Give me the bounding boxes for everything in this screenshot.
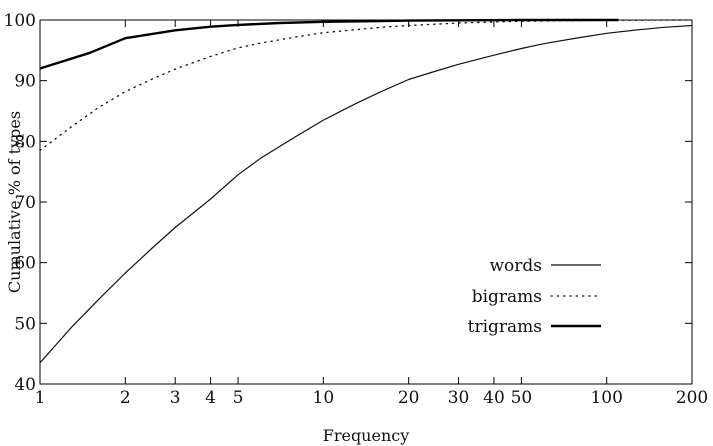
y-axis-title: Cumulative % of types [5,111,24,293]
y-tick-label: 90 [14,72,36,92]
y-tick-label: 100 [4,11,36,31]
x-tick-label: 100 [590,388,622,408]
x-tick-label: 10 [313,388,335,408]
series-layer [39,18,693,364]
legend: words bigrams trigrams [468,256,602,337]
x-tick-label: 30 [448,388,470,408]
y-tick-label: 70 [14,193,36,213]
ticks-layer: 1 2 3 4 5 10 20 30 40 50 100 200 40 50 60 70 80 90 100 [4,11,709,408]
x-axis-title: Frequency [323,426,410,445]
x-tick-label: 4 [205,388,216,408]
series-line-words [39,24,693,364]
x-tick-label: 3 [170,388,181,408]
x-tick-label: 1 [35,388,46,408]
x-tick-label: 50 [511,388,533,408]
series-line-trigrams [39,18,619,70]
x-tick-label: 200 [676,388,708,408]
legend-label-trigrams: trigrams [468,317,542,337]
y-tick-label: 60 [14,254,36,274]
legend-label-bigrams: bigrams [472,287,542,307]
legend-label-words: words [489,256,542,276]
plot-frame-layer [39,19,693,385]
plot-frame [39,19,693,385]
x-tick-label: 20 [398,388,420,408]
y-tick-label: 80 [14,132,36,152]
x-tick-label: 5 [233,388,244,408]
x-tick-label: 40 [483,388,505,408]
y-tick-label: 40 [14,375,36,395]
series-line-bigrams [39,19,693,152]
y-tick-label: 50 [14,314,36,334]
x-tick-label: 2 [120,388,131,408]
